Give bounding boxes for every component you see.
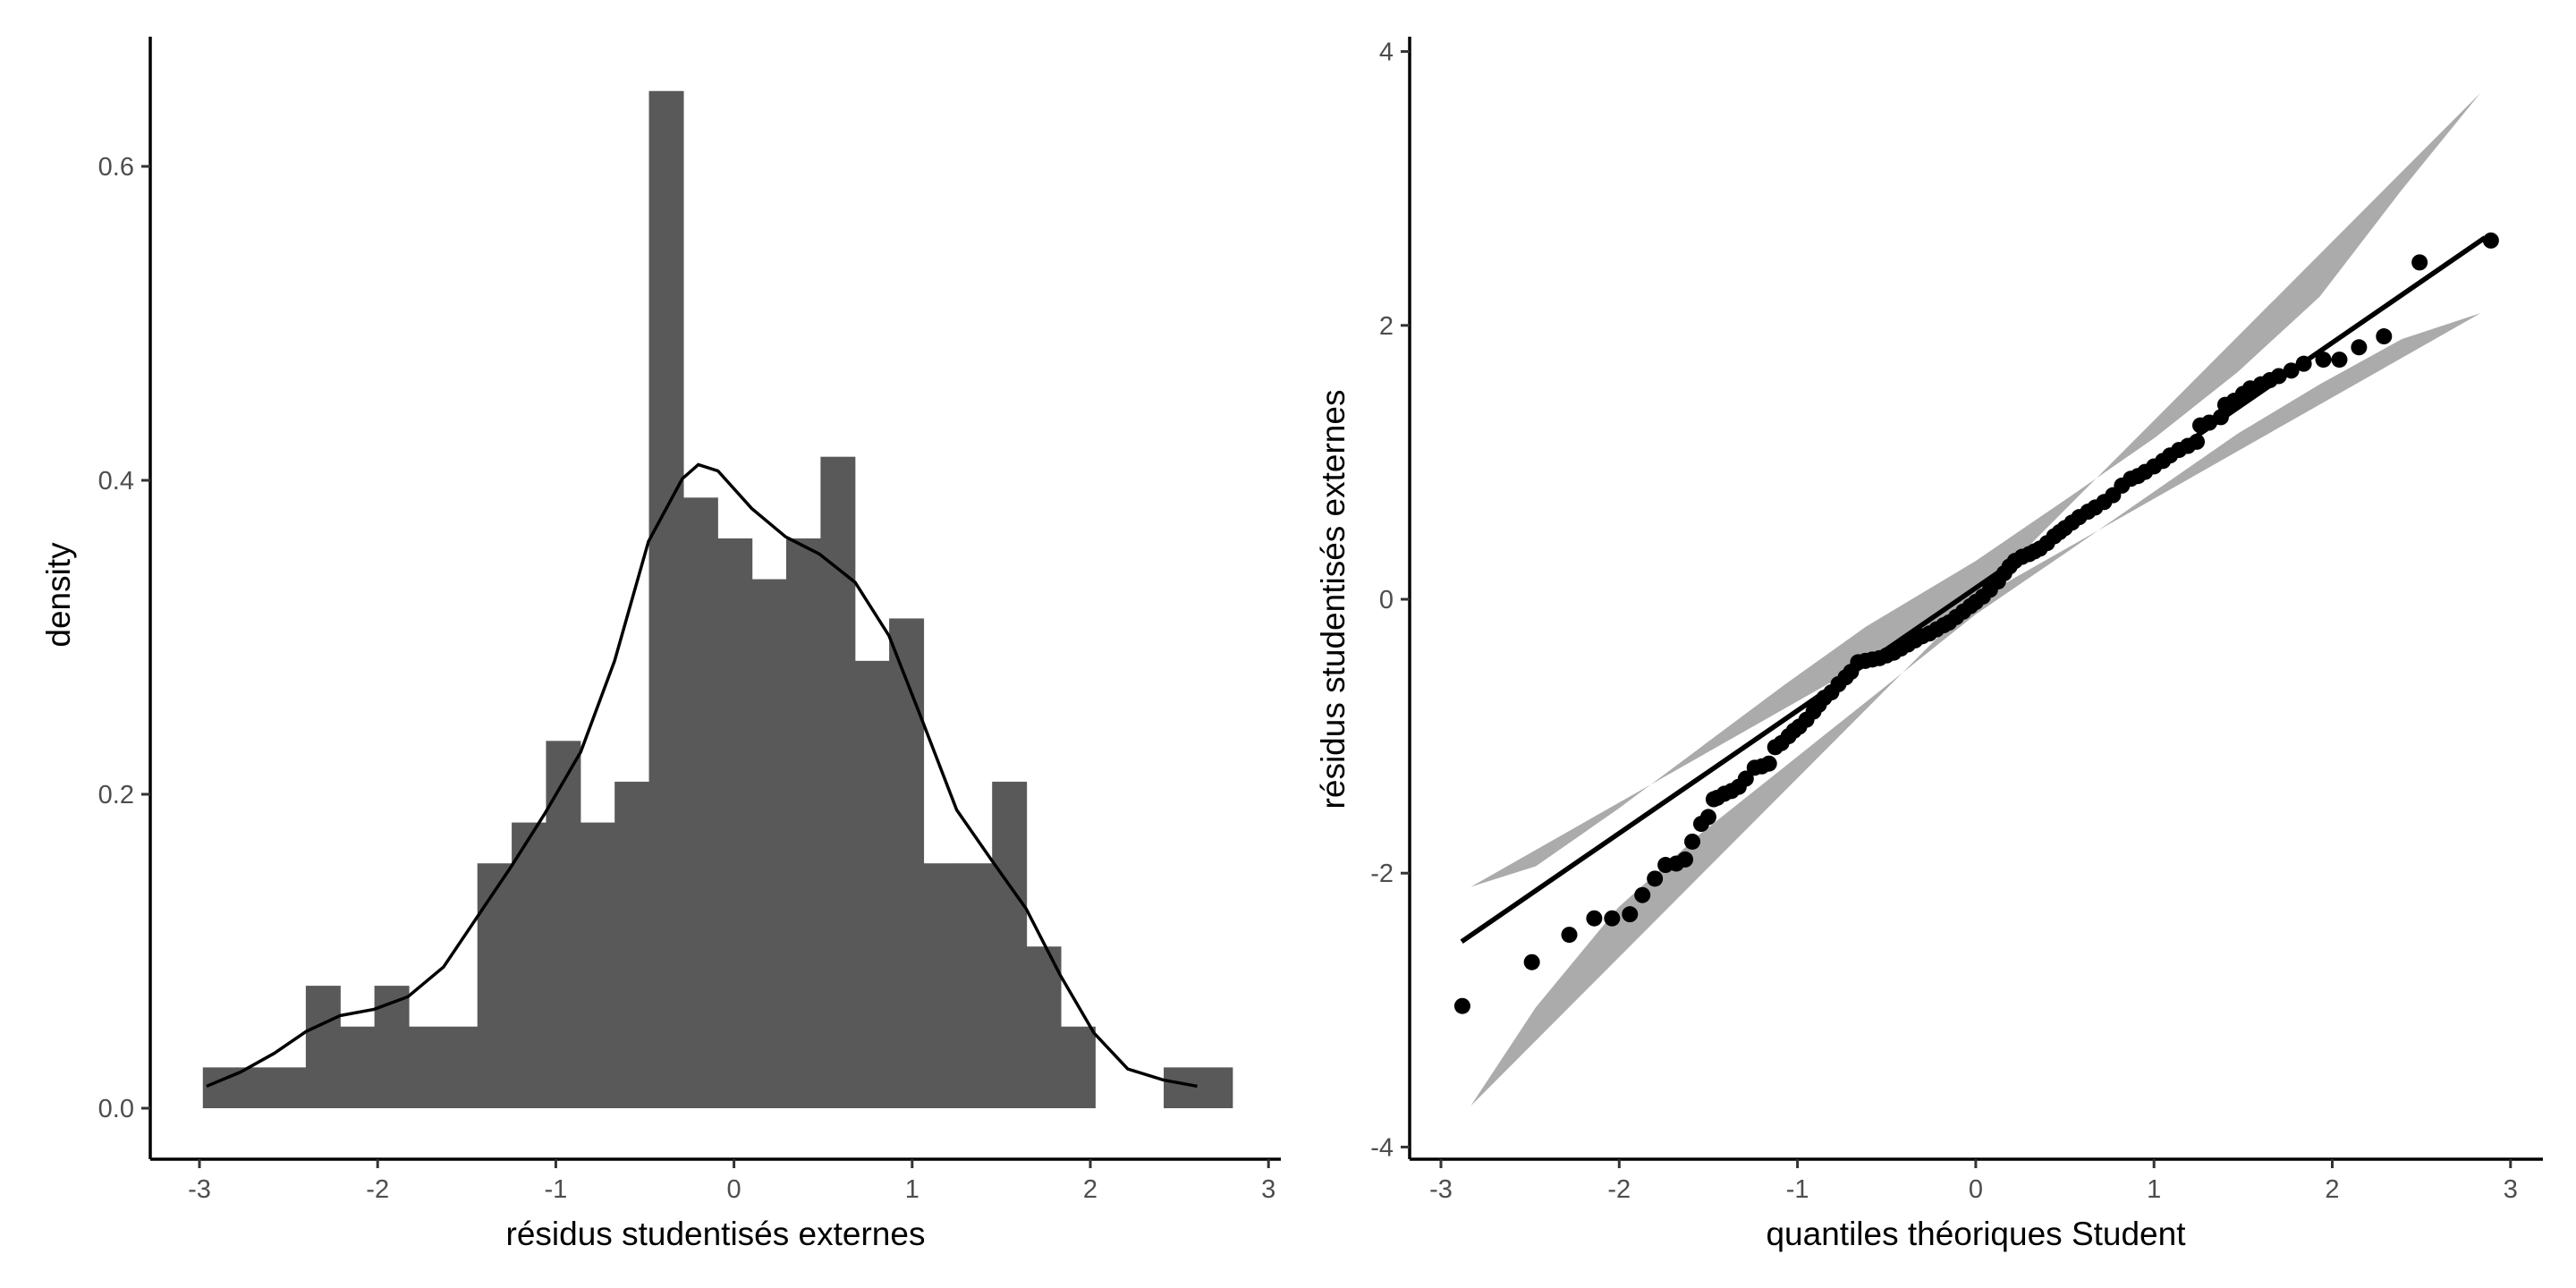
histogram-bar [648,90,684,1108]
histogram-panel: -3 -2 -1 0 1 2 3 0.0 0.2 0.4 0.6 [98,37,1281,1204]
qq-point [1677,851,1694,868]
x-tick-label: -1 [545,1175,568,1204]
qq-point [2315,352,2332,369]
x-tick-label: 3 [1261,1175,1275,1204]
y-tick-label: 0.6 [98,153,134,182]
histogram-bar [751,579,787,1108]
histogram-bar [1164,1067,1199,1108]
histogram-bar [271,1067,307,1108]
histogram-bar [889,618,925,1108]
qq-point [1760,755,1777,772]
histogram-bar [957,863,993,1108]
histogram-x-axis-title: résidus studentisés externes [506,1216,926,1252]
qq-x-axis-title: quantiles théoriques Student [1766,1216,2186,1252]
x-tick-label: -2 [1607,1175,1631,1204]
histogram-bar [546,741,581,1108]
qq-y-axis-title: résidus studentisés externes [1315,390,1352,809]
qq-point [2295,355,2312,372]
histogram-bar [477,863,513,1108]
histogram-bar [237,1067,273,1108]
histogram-bar [443,1026,479,1108]
qq-point [1622,906,1639,923]
histogram-bar [614,781,650,1108]
histogram-bar [923,863,959,1108]
qq-point [2212,409,2229,426]
histogram-bar [854,660,890,1108]
x-tick-label: 1 [905,1175,919,1204]
histogram-bar [580,822,615,1108]
qq-point [1604,910,1621,927]
x-tick-label: 2 [2325,1175,2339,1204]
y-tick-label: 0.2 [98,781,134,809]
histogram-bar [202,1067,238,1108]
histogram-bar [408,1026,444,1108]
density-curve [206,462,1198,1089]
qq-point [1523,953,1540,970]
histogram-bar [1060,1026,1096,1108]
x-tick-label: 2 [1083,1175,1097,1204]
qq-point [2482,232,2499,249]
y-tick-label: -4 [1370,1133,1394,1162]
x-tick-label: -2 [366,1175,389,1204]
qq-point [2331,352,2348,369]
x-tick-label: -3 [188,1175,211,1204]
qq-point [1453,997,1470,1014]
qq-point [1561,927,1578,944]
qq-point [2270,368,2287,385]
x-tick-label: -3 [1429,1175,1453,1204]
x-tick-label: 0 [727,1175,741,1204]
histogram-bar [992,781,1028,1108]
qq-point [1684,833,1701,850]
qq-point [1647,870,1664,887]
histogram-bar [512,822,547,1108]
histogram-bar [340,1026,376,1108]
qq-point [1737,770,1754,787]
histogram-bar [1026,946,1062,1108]
histogram-y-axis-title: density [40,542,77,648]
y-tick-label: 0 [1379,586,1394,614]
y-tick-label: 0.4 [98,467,134,496]
qq-point [2411,254,2428,271]
y-tick-label: -2 [1370,860,1394,888]
qq-point [2376,328,2393,345]
x-tick-label: 1 [2147,1175,2161,1204]
histogram-bar [786,538,821,1108]
qq-point [2351,339,2368,356]
qq-point [2283,362,2300,379]
qq-point [2189,433,2206,450]
histogram-bar [305,986,341,1108]
y-tick-label: 4 [1379,38,1394,67]
x-tick-label: -1 [1786,1175,1809,1204]
reference-line [1460,235,2487,945]
x-tick-label: 0 [1969,1175,1983,1204]
histogram-bar [1198,1067,1233,1108]
y-tick-label: 0.0 [98,1095,134,1123]
qq-plot-panel: -3 -2 -1 0 1 2 3 -4 -2 0 2 4 [1370,37,2543,1204]
histogram-bar [820,456,856,1108]
x-tick-label: 3 [2504,1175,2518,1204]
y-tick-label: 2 [1379,312,1394,341]
histogram-bar [682,497,718,1108]
qq-point [1699,809,1716,826]
qq-point [1634,886,1651,903]
qq-point [1586,910,1603,927]
histogram-bar [717,538,753,1108]
